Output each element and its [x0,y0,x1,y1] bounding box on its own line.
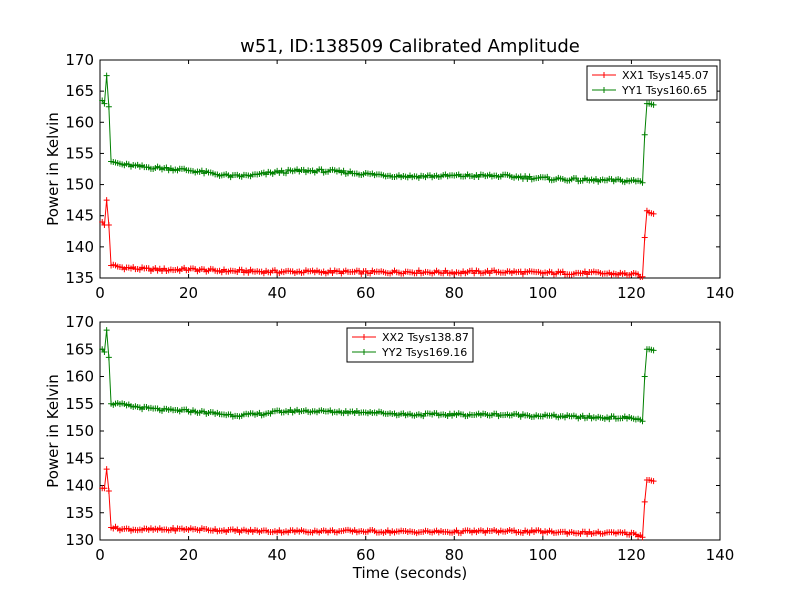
data-point [639,179,646,186]
y-tick-label: 155 [65,395,94,413]
legend-box [346,327,474,363]
legend-marker [601,72,607,78]
chart-title: w51, ID:138509 Calibrated Amplitude [240,36,580,57]
x-tick-label: 80 [445,284,464,302]
y-tick-label: 165 [65,340,94,358]
x-tick-label: 40 [268,284,287,302]
data-point [99,218,106,225]
y-tick-label: 130 [65,531,94,549]
data-point [641,373,648,380]
y-tick-label: 155 [65,144,94,162]
data-point [639,418,646,425]
y-tick-label: 160 [65,368,94,386]
legend-box [586,65,718,101]
y-tick-label: 145 [65,449,94,467]
data-point [573,175,580,182]
y-axis-label: Power in Kelvin [44,112,62,226]
y-tick-label: 140 [65,238,94,256]
data-point [103,197,110,204]
data-point [99,97,106,104]
y-tick-label: 135 [65,504,94,522]
x-tick-label: 0 [95,546,105,564]
data-point [101,348,108,355]
series-markers [99,466,657,541]
data-point [105,354,112,361]
data-point [318,166,325,173]
data-point [101,485,108,492]
y-tick-label: 150 [65,422,94,440]
y-tick-label: 165 [65,82,94,100]
legend-label: YY1 Tsys160.65 [621,84,707,97]
x-tick-label: 60 [356,546,375,564]
data-point [650,210,657,217]
x-tick-label: 120 [617,284,646,302]
data-point [650,347,657,354]
data-point [641,498,648,505]
x-tick-label: 80 [445,546,464,564]
bottom-panel: 0 20 40 60 80 100 120 140 130 135 140 145 150 155 160 1… [44,313,734,582]
x-tick-label: 100 [529,284,558,302]
data-point [105,487,112,494]
data-point [641,131,648,138]
legend-label: XX2 Tsys138.87 [382,331,469,344]
y-tick-label: 150 [65,176,94,194]
y-tick-label: 170 [65,313,94,331]
data-point [105,103,112,110]
y-tick-label: 160 [65,113,94,131]
legend-label: YY2 Tsys169.16 [381,346,467,359]
x-tick-label: 120 [617,546,646,564]
y-tick-label: 145 [65,207,94,225]
y-tick-label: 170 [65,51,94,69]
series-markers [99,197,657,280]
data-point [415,267,422,274]
y-tick-label: 140 [65,477,94,495]
data-point [650,478,657,485]
top-panel: 0 20 40 60 80 100 120 140 135 140 145 150 155 160 165 1… [44,51,734,302]
legend-marker [601,87,607,93]
data-point [639,534,646,541]
legend-marker [361,334,367,340]
data-point [101,100,108,107]
legend-marker [361,349,367,355]
series-markers [99,327,657,425]
data-point [103,72,110,79]
data-point [283,170,289,177]
y-tick-label: 135 [65,269,94,287]
series-markers [99,72,657,186]
y-axis-label: Power in Kelvin [44,374,62,488]
x-tick-label: 40 [268,546,287,564]
data-point [641,234,648,241]
legend-label: XX1 Tsys145.07 [622,69,709,82]
data-point [340,167,347,174]
data-point [650,101,657,108]
x-tick-label: 140 [706,284,735,302]
x-axis-label: Time (seconds) [352,564,468,582]
data-point [105,222,112,229]
data-point [103,466,110,473]
x-tick-label: 20 [179,284,198,302]
x-tick-label: 100 [529,546,558,564]
x-tick-label: 0 [95,284,105,302]
data-point [103,327,110,334]
x-tick-label: 140 [706,546,735,564]
data-point [245,269,252,276]
data-point [639,273,646,280]
x-tick-label: 20 [179,546,198,564]
x-tick-label: 60 [356,284,375,302]
